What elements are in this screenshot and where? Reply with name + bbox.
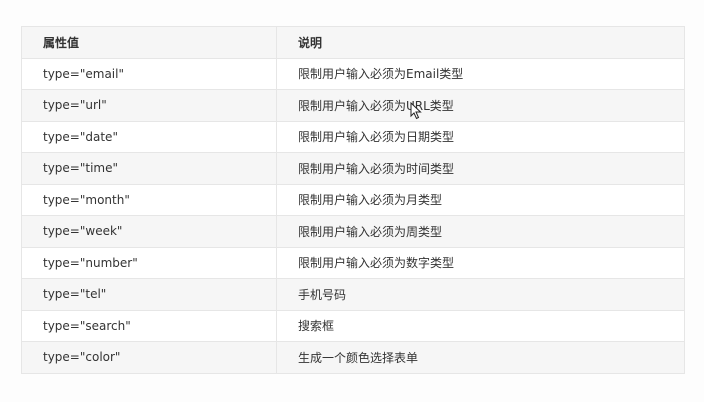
description-cell: 限制用户输入必须为时间类型 — [276, 152, 685, 185]
description-cell: 限制用户输入必须为数字类型 — [276, 246, 685, 279]
table-row: type="url" 限制用户输入必须为URL类型 — [21, 89, 685, 122]
table-header-row: 属性值 说明 — [21, 26, 685, 59]
attribute-value-cell: type="email" — [21, 57, 277, 90]
attribute-value-cell: type="date" — [21, 120, 277, 153]
description-cell: 搜索框 — [276, 309, 685, 342]
table-row: type="time" 限制用户输入必须为时间类型 — [21, 152, 685, 185]
table-row: type="date" 限制用户输入必须为日期类型 — [21, 120, 685, 153]
table-row: type="tel" 手机号码 — [21, 278, 685, 311]
table-row: type="number" 限制用户输入必须为数字类型 — [21, 246, 685, 279]
description-cell: 限制用户输入必须为周类型 — [276, 215, 685, 248]
header-description: 说明 — [276, 26, 685, 59]
attribute-value-cell: type="tel" — [21, 278, 277, 311]
description-cell: 限制用户输入必须为月类型 — [276, 183, 685, 216]
description-cell: 限制用户输入必须为Email类型 — [276, 57, 685, 90]
table-row: type="color" 生成一个颜色选择表单 — [21, 341, 685, 374]
attribute-value-cell: type="number" — [21, 246, 277, 279]
attribute-value-cell: type="time" — [21, 152, 277, 185]
attribute-value-cell: type="week" — [21, 215, 277, 248]
attribute-value-cell: type="month" — [21, 183, 277, 216]
description-cell: 限制用户输入必须为URL类型 — [276, 89, 685, 122]
header-attribute-value: 属性值 — [21, 26, 277, 59]
table-row: type="search" 搜索框 — [21, 309, 685, 342]
attribute-value-cell: type="url" — [21, 89, 277, 122]
attribute-value-cell: type="search" — [21, 309, 277, 342]
description-cell: 生成一个颜色选择表单 — [276, 341, 685, 374]
description-cell: 限制用户输入必须为日期类型 — [276, 120, 685, 153]
table-row: type="email" 限制用户输入必须为Email类型 — [21, 57, 685, 90]
table-row: type="week" 限制用户输入必须为周类型 — [21, 215, 685, 248]
description-cell: 手机号码 — [276, 278, 685, 311]
input-type-table: 属性值 说明 type="email" 限制用户输入必须为Email类型 type=… — [21, 26, 685, 374]
attribute-value-cell: type="color" — [21, 341, 277, 374]
mouse-pointer-icon — [410, 102, 422, 120]
table-row: type="month" 限制用户输入必须为月类型 — [21, 183, 685, 216]
